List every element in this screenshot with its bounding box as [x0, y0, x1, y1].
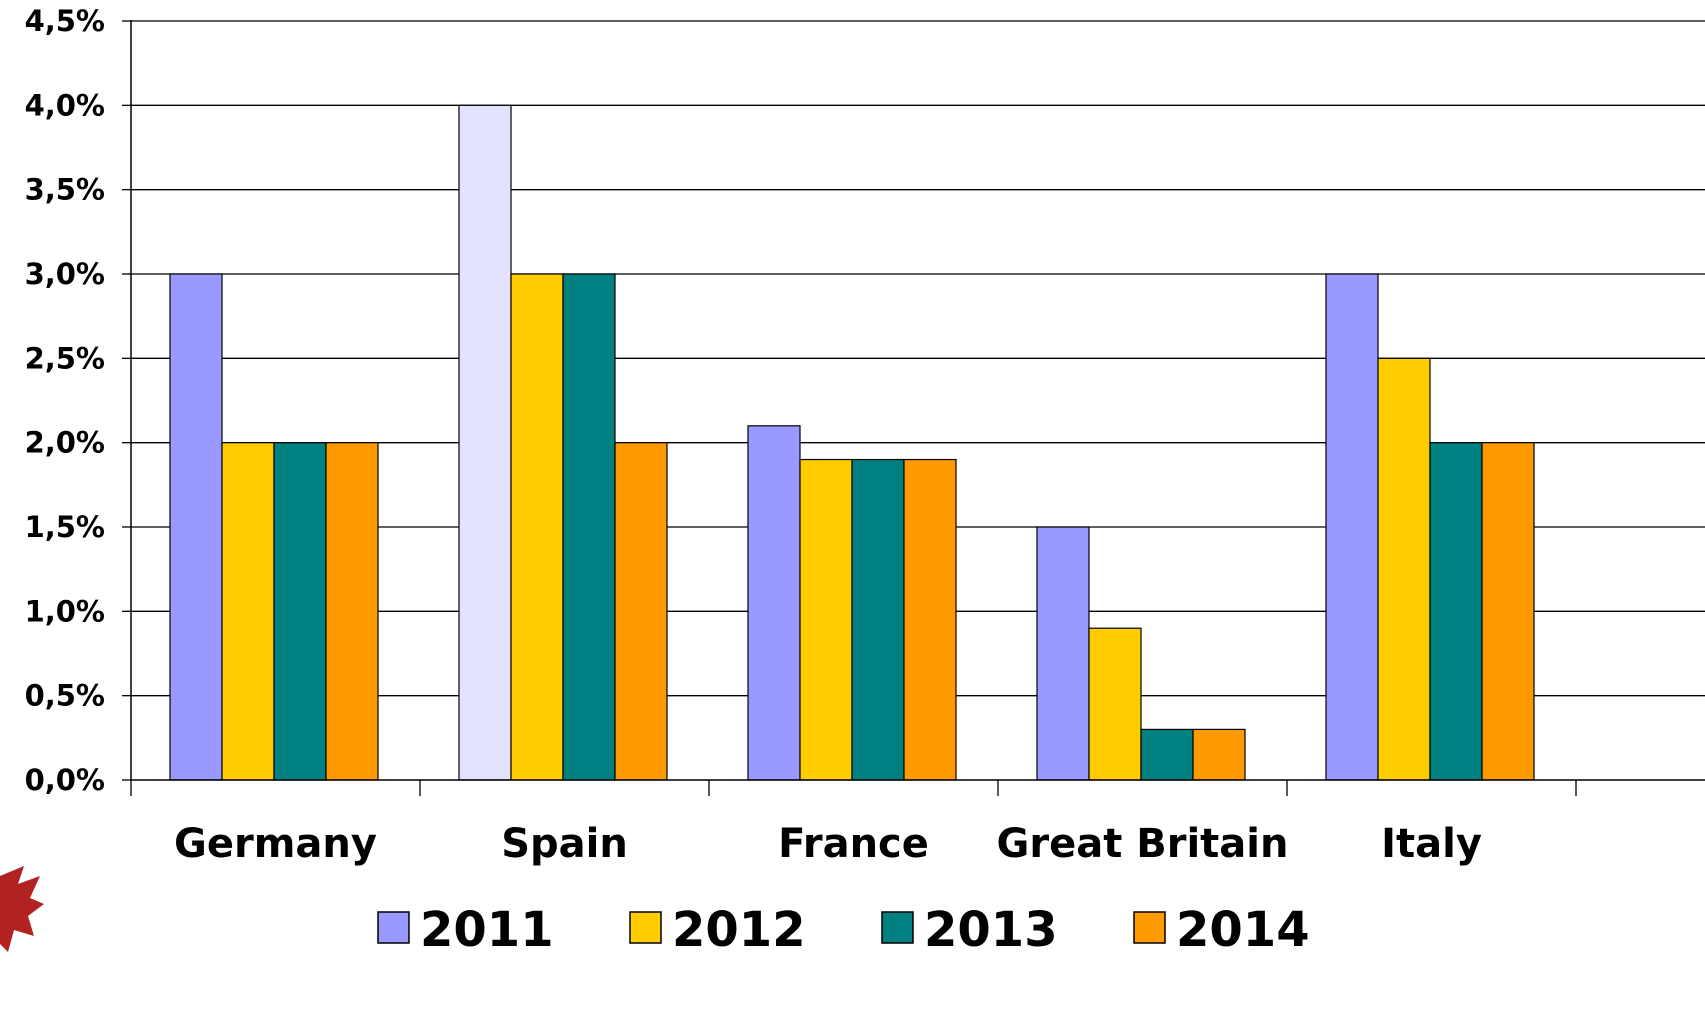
x-tick-label: Germany [174, 821, 377, 867]
bar-2014-spain [614, 442, 668, 781]
bars [169, 104, 1535, 781]
labels: 0,0% 0,5% 1,0% 1,5% 2,0% 2,5% 3,0% 3,5% 4,0% 4,5%… [25, 4, 1482, 867]
bar-2014-germany [325, 442, 379, 781]
bar-2012-germany [221, 442, 275, 781]
bar-2013-italy [1429, 442, 1483, 781]
red-maple-leaf-icon [0, 866, 44, 952]
bar-2011-spain [458, 104, 512, 781]
bar-2012-great-britain [1088, 627, 1142, 781]
y-tick-label: 1,5% [25, 510, 105, 544]
legend-swatch-2014 [1133, 911, 1166, 944]
bar-2011-germany [169, 273, 223, 781]
legend-swatch-2013 [881, 911, 914, 944]
y-tick-label: 2,5% [25, 341, 105, 375]
bar-2014-france [903, 458, 957, 781]
legend-swatch-2011 [377, 911, 410, 944]
y-tick-label: 1,0% [25, 594, 105, 628]
bar-2011-france [747, 425, 801, 781]
bar-2012-france [799, 458, 853, 781]
y-tick-label: 4,5% [25, 4, 105, 38]
legend: 2011 2012 2013 2014 [377, 902, 1310, 958]
bar-2012-spain [510, 273, 564, 781]
legend-label-2013: 2013 [924, 902, 1058, 958]
legend-swatch-2012 [629, 911, 662, 944]
axes [122, 20, 1705, 796]
bar-2013-germany [273, 442, 327, 781]
x-tick-label: Italy [1381, 821, 1482, 867]
y-tick-label: 2,0% [25, 426, 105, 460]
y-tick-label: 0,5% [25, 679, 105, 713]
gridlines [131, 20, 1705, 697]
y-tick-label: 0,0% [25, 763, 105, 797]
x-tick-label: Spain [501, 821, 628, 867]
y-tick-label: 3,5% [25, 173, 105, 207]
bar-2014-italy [1481, 442, 1535, 781]
bar-2013-great-britain [1140, 728, 1194, 781]
bar-2013-spain [562, 273, 616, 781]
corner-mark [0, 866, 44, 952]
legend-label-2011: 2011 [420, 902, 554, 958]
y-tick-label: 4,0% [25, 88, 105, 122]
x-tick-label: Great Britain [997, 821, 1289, 867]
bar-2013-france [851, 458, 905, 781]
bar-2014-great-britain [1192, 728, 1246, 781]
y-tick-label: 3,0% [25, 257, 105, 291]
bar-2011-great-britain [1036, 526, 1090, 781]
x-tick-label: France [778, 821, 929, 867]
legend-label-2012: 2012 [672, 902, 806, 958]
bar-2011-italy [1325, 273, 1379, 781]
bar-2012-italy [1377, 357, 1431, 781]
legend-label-2014: 2014 [1176, 902, 1310, 958]
